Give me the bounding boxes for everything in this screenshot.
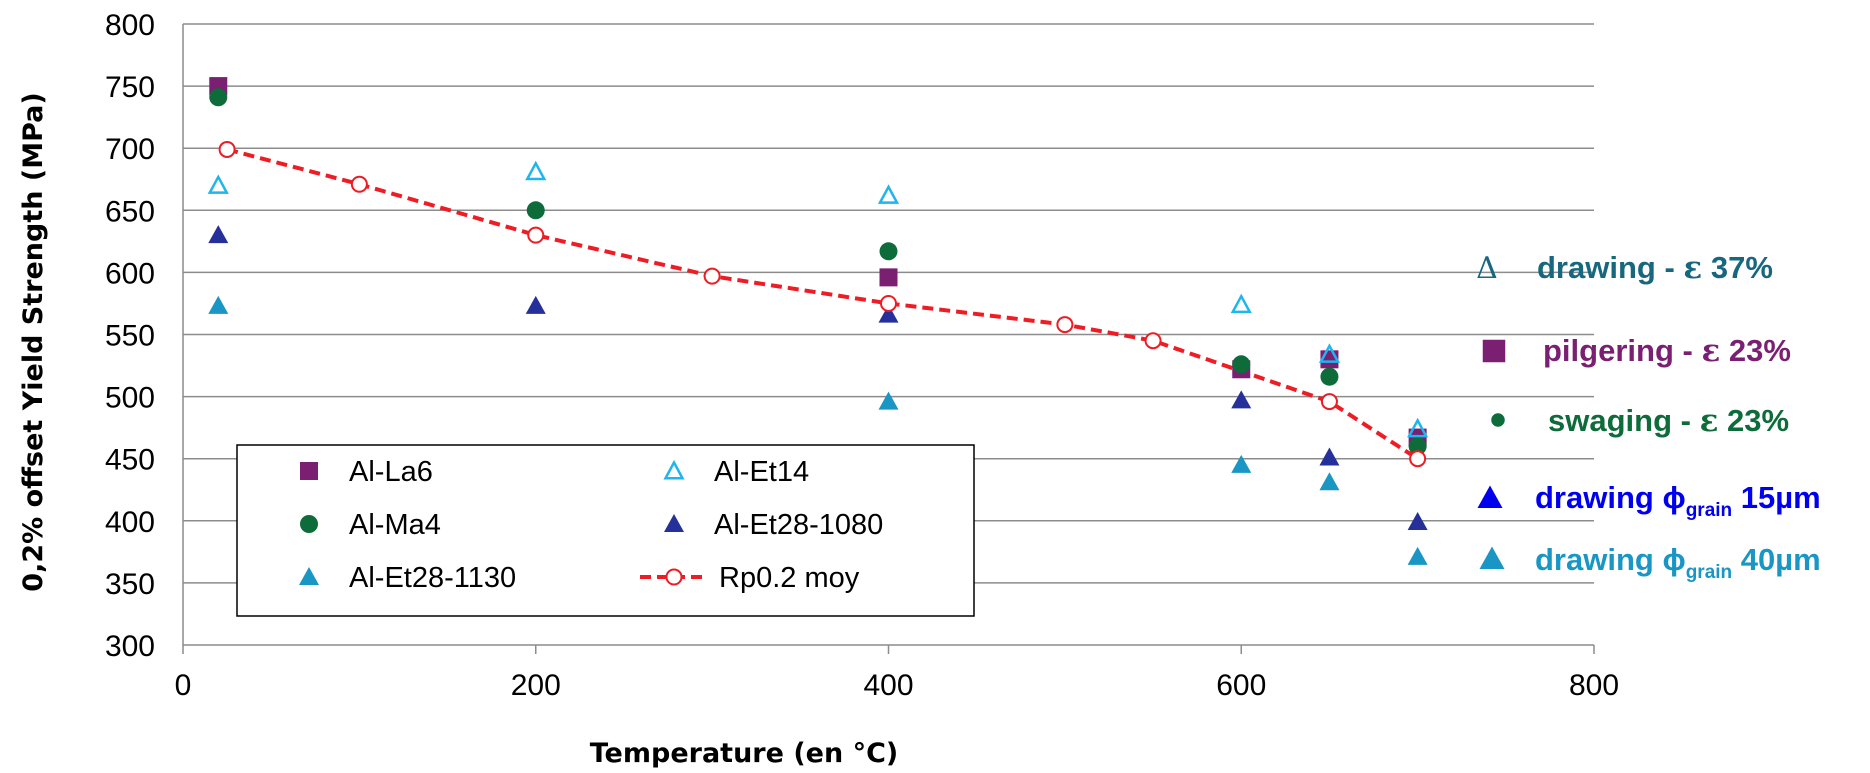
point-rp0-2-moy (703, 267, 721, 285)
annotation-3-label: swaging - ε 23% (1548, 403, 1789, 439)
y-tick-label: 350 (105, 568, 155, 601)
point-al-et14 (525, 160, 547, 181)
point-rp0-2-moy (1056, 316, 1074, 334)
y-tick-label: 700 (105, 133, 155, 166)
legend-label-rp0-2-moy: Rp0.2 moy (719, 562, 860, 594)
point-rp0-2-moy (527, 226, 545, 244)
point-al-et28-1080 (1407, 512, 1428, 531)
point-al-ma4 (879, 242, 898, 261)
point-al-ma4 (526, 201, 545, 220)
point-rp0-2-moy (880, 294, 897, 312)
y-tick-label: 650 (105, 195, 155, 228)
point-al-ma4 (209, 88, 228, 107)
y-tick-label: 400 (105, 506, 155, 539)
y-tick-label: 800 (105, 9, 155, 42)
legend-marker-al-ma4 (300, 515, 318, 533)
point-al-et28-1130 (1407, 546, 1428, 565)
point-al-et28-1130 (208, 295, 229, 314)
x-tick-label: 800 (1569, 669, 1619, 702)
point-al-et28-1080 (525, 295, 546, 314)
y-tick-label: 500 (105, 382, 155, 415)
annotation-4-marker (1477, 485, 1503, 508)
legend-marker-al-et14 (663, 459, 685, 480)
x-tick-label: 400 (863, 669, 913, 702)
point-al-et28-1080 (878, 304, 899, 323)
annotation-3-marker (1491, 413, 1505, 427)
point-al-et28-1130 (1231, 454, 1252, 473)
point-al-la6 (879, 268, 898, 287)
legend-label-al-ma4: Al-Ma4 (349, 509, 441, 541)
point-al-et28-1130 (1319, 472, 1340, 491)
point-al-et28-1080 (208, 225, 229, 244)
point-al-et14 (1407, 417, 1429, 438)
annotation-4-label: drawing ϕgrain 15µm (1535, 480, 1821, 521)
y-tick-label: 300 (105, 630, 155, 663)
point-al-ma4 (1232, 355, 1251, 374)
x-axis-title: Temperature (en °C) (590, 738, 899, 769)
legend-marker-al-et28-1080 (664, 514, 684, 532)
series-line-rp0-2-moy (226, 147, 1419, 461)
legend-label-al-et14: Al-Et14 (714, 456, 809, 488)
legend-label-al-la6: Al-La6 (349, 456, 433, 488)
point-al-et14 (877, 184, 900, 204)
point-rp0-2-moy (1320, 393, 1338, 411)
x-tick-label: 200 (511, 669, 561, 702)
annotation-1-label: drawing - ε 37% (1537, 250, 1773, 286)
point-al-et28-1080 (1319, 447, 1340, 466)
legend-marker-rp0-2-moy (665, 568, 683, 586)
legend: Al-La6 Al-Et14 Al-Ma4 Al-Et28-1080 Al-Et28-1… (236, 444, 975, 617)
y-tick-label: 450 (105, 444, 155, 477)
annotation-2-label: pilgering - ε 23% (1543, 333, 1791, 369)
annotation-1-marker: Δ (1476, 251, 1498, 286)
x-tick-label: 0 (175, 669, 192, 702)
legend-marker-al-la6 (300, 462, 318, 480)
point-rp0-2-moy (1409, 450, 1427, 468)
x-tick-labels: 0 200 400 600 800 (175, 669, 1619, 702)
annotation-5-label: drawing ϕgrain 40µm (1535, 542, 1821, 583)
data-marks (207, 77, 1429, 565)
point-al-et28-1130 (878, 391, 899, 410)
y-tick-label: 550 (105, 320, 155, 353)
point-al-et14 (1318, 343, 1341, 363)
annotation-5-marker (1479, 546, 1505, 569)
y-tick-labels: 300 350 400 450 500 550 600 650 700 750 800 (105, 9, 155, 663)
point-al-et28-1080 (1231, 390, 1252, 409)
point-al-ma4 (1408, 437, 1427, 456)
legend-label-al-et28-1080: Al-Et28-1080 (714, 509, 883, 541)
legend-marker-al-et28-1130 (299, 567, 319, 585)
annotation-2-marker (1482, 339, 1506, 363)
y-axis-title: 0,2% offset Yield Strength (MPa) (18, 92, 49, 591)
point-al-et14 (1230, 293, 1252, 314)
legend-box (236, 444, 975, 617)
y-tick-label: 600 (105, 257, 155, 290)
legend-label-al-et28-1130: Al-Et28-1130 (349, 562, 516, 594)
point-al-ma4 (1320, 367, 1339, 386)
axes (182, 24, 1595, 654)
point-rp0-2-moy (1144, 332, 1162, 350)
point-al-et14 (207, 174, 229, 194)
y-tick-label: 750 (105, 71, 155, 104)
point-rp0-2-moy (350, 175, 368, 193)
point-rp0-2-moy (218, 140, 236, 158)
x-tick-label: 600 (1216, 669, 1266, 702)
